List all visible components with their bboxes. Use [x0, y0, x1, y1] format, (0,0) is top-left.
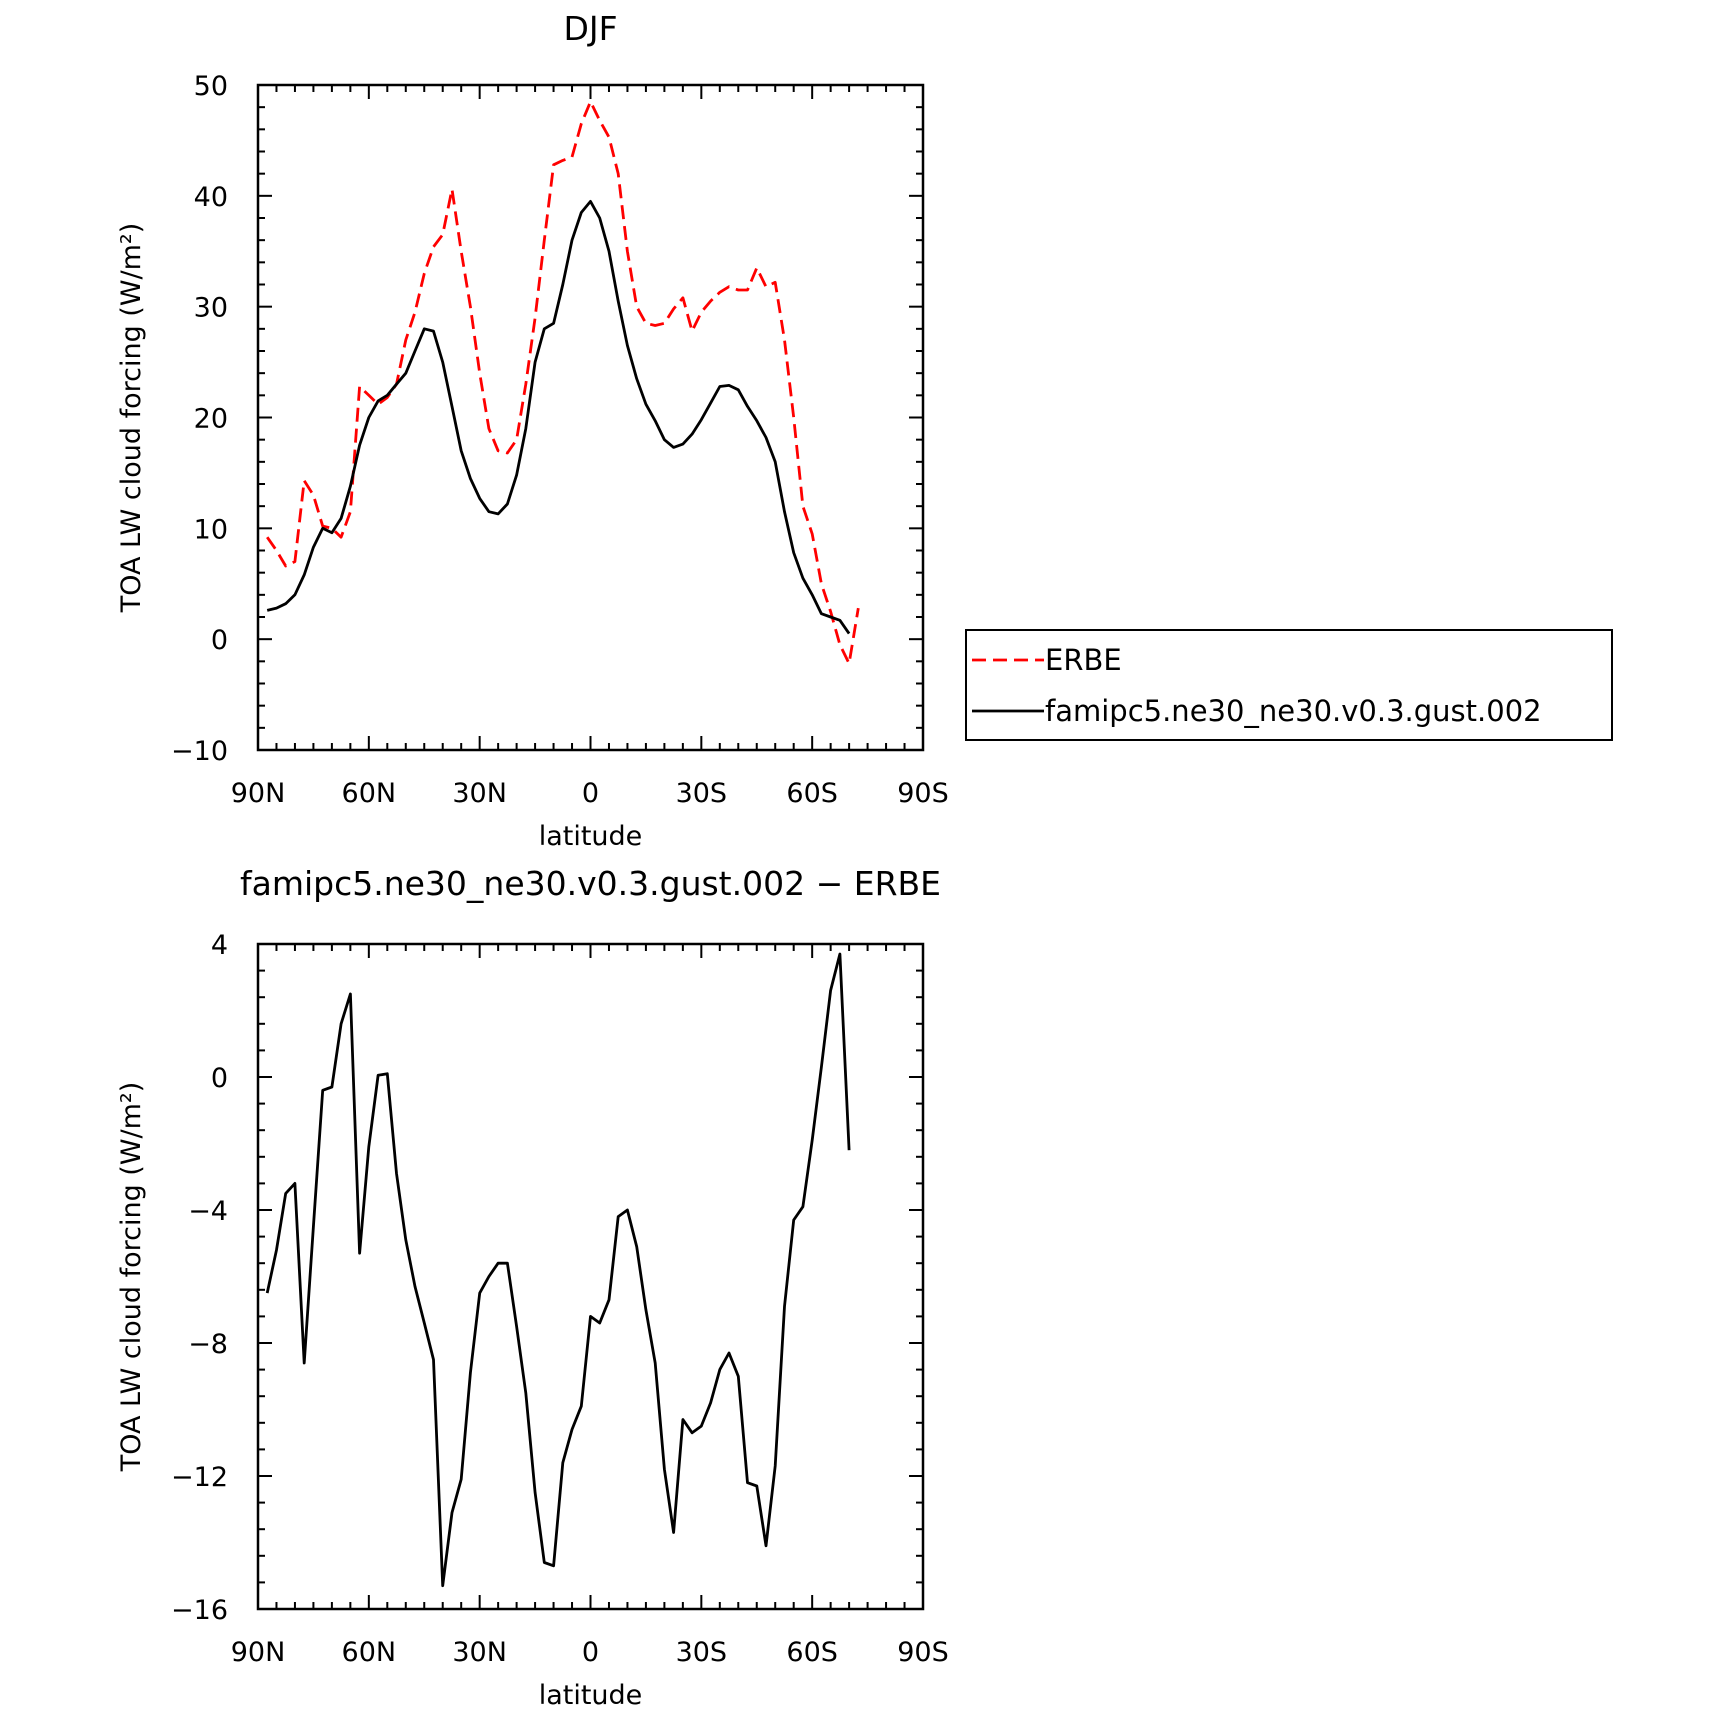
x-tick-label: 90S [897, 778, 949, 809]
x-tick-label: 0 [582, 1637, 599, 1668]
x-tick-label: 0 [582, 778, 599, 809]
y-tick-label: 50 [194, 71, 228, 102]
x-tick-label: 30N [452, 1637, 507, 1668]
series-line-famipc5-ne30-ne30-v0-3-gust-002 [267, 201, 849, 633]
y-tick-label: −4 [188, 1196, 228, 1227]
x-axis-label: latitude [539, 821, 643, 852]
y-tick-label: −12 [171, 1462, 228, 1493]
x-tick-label: 60S [786, 778, 838, 809]
x-tick-label: 60S [786, 1637, 838, 1668]
series-line-difference [267, 954, 849, 1586]
x-tick-label: 60N [342, 1637, 397, 1668]
y-axis-label: TOA LW cloud forcing (W/m²) [116, 223, 147, 614]
x-axis-label: latitude [539, 1680, 643, 1711]
x-tick-label: 90N [231, 778, 286, 809]
series-line-erbe [267, 102, 858, 664]
legend-label: famipc5.ne30_ne30.v0.3.gust.002 [1045, 694, 1542, 728]
y-tick-label: 4 [211, 930, 228, 961]
x-tick-label: 90N [231, 1637, 286, 1668]
y-tick-label: −16 [171, 1595, 228, 1626]
y-tick-label: −8 [188, 1329, 228, 1360]
y-tick-label: 10 [194, 514, 228, 545]
x-tick-label: 30S [676, 1637, 728, 1668]
y-tick-label: −10 [171, 736, 228, 767]
x-tick-label: 60N [342, 778, 397, 809]
y-tick-label: 0 [211, 625, 228, 656]
chart-title: famipc5.ne30_ne30.v0.3.gust.002 − ERBE [240, 864, 941, 903]
y-tick-label: 40 [194, 182, 228, 213]
y-axis-label: TOA LW cloud forcing (W/m²) [116, 1082, 147, 1473]
legend-label: ERBE [1045, 643, 1122, 677]
x-tick-label: 30N [452, 778, 507, 809]
y-tick-label: 0 [211, 1063, 228, 1094]
x-tick-label: 30S [676, 778, 728, 809]
chart-title: DJF [563, 9, 617, 48]
x-tick-label: 90S [897, 1637, 949, 1668]
y-tick-label: 20 [194, 404, 228, 435]
y-tick-label: 30 [194, 293, 228, 324]
